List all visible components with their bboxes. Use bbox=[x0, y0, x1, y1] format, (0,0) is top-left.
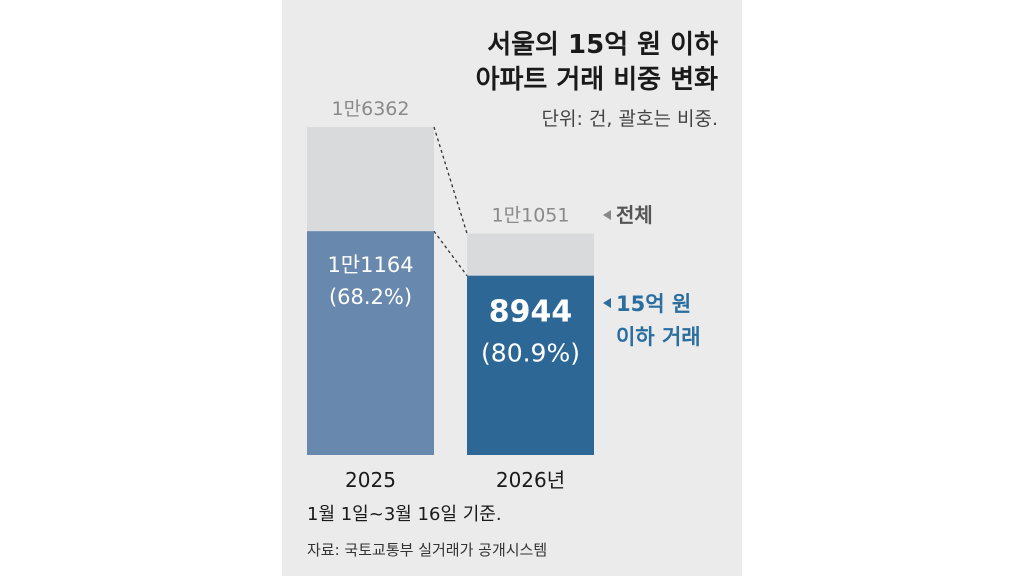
bars-group bbox=[307, 126, 594, 455]
connector-under15 bbox=[433, 230, 468, 277]
chart-title-line-1: 서울의 15억 원 이하 bbox=[487, 30, 718, 60]
category-label-0: 2025 bbox=[345, 468, 396, 492]
unit-note: 단위: 건, 괄호는 비중. bbox=[542, 108, 718, 130]
category-label-1: 2026년 bbox=[496, 468, 565, 492]
legend-total: 전체 bbox=[616, 203, 653, 227]
legend-under15-line-2: 이하 거래 bbox=[616, 325, 701, 349]
legend-arrow-total-icon bbox=[603, 210, 611, 220]
chart-title-line-2: 아파트 거래 비중 변화 bbox=[476, 65, 719, 95]
under15-value-label-0: 1만1164 bbox=[327, 253, 413, 277]
legend-under15-line-1: 15억 원 bbox=[616, 292, 691, 316]
bar-under15-1 bbox=[467, 275, 594, 455]
source-note: 자료: 국토교통부 실거래가 공개시스템 bbox=[307, 541, 547, 559]
footnote: 1월 1일~3월 16일 기준. bbox=[307, 504, 502, 525]
connector-total bbox=[433, 126, 468, 234]
labels-group: 1만6362 1만1164 (68.2%) 2025 1만1051 8944 (80.9%)… bbox=[327, 98, 580, 492]
legend-arrow-under15-icon bbox=[603, 298, 611, 308]
under15-value-label-1: 8944 bbox=[489, 295, 573, 330]
bar-under15-0 bbox=[307, 231, 434, 455]
under15-share-label-0: (68.2%) bbox=[329, 285, 412, 309]
total-value-label-1: 1만1051 bbox=[492, 204, 570, 226]
under15-share-label-1: (80.9%) bbox=[481, 339, 580, 368]
total-value-label-0: 1만6362 bbox=[332, 98, 410, 120]
